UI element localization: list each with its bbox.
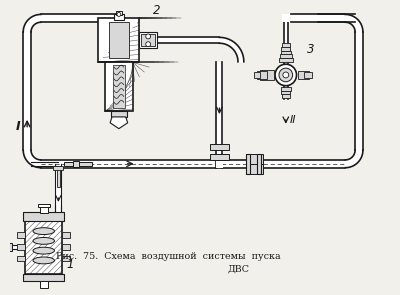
Bar	[109, 22, 129, 58]
Bar	[258, 71, 267, 79]
Ellipse shape	[33, 228, 54, 235]
Bar	[246, 164, 263, 173]
Bar	[17, 244, 25, 250]
Circle shape	[279, 68, 293, 82]
Text: ДВС: ДВС	[228, 265, 250, 274]
Bar	[105, 62, 132, 111]
Bar	[38, 204, 50, 207]
Bar	[57, 166, 60, 187]
Bar	[17, 232, 25, 238]
Text: 1: 1	[66, 258, 74, 271]
Bar	[282, 43, 290, 47]
Bar	[282, 94, 290, 98]
Bar	[25, 220, 62, 273]
Bar	[298, 71, 309, 79]
Polygon shape	[23, 150, 41, 168]
Bar	[64, 162, 92, 166]
Bar	[111, 111, 127, 117]
Bar	[4, 243, 12, 251]
Bar	[17, 255, 25, 261]
Text: 3: 3	[307, 42, 315, 55]
Bar	[54, 166, 63, 170]
Bar	[116, 11, 122, 15]
Polygon shape	[345, 14, 363, 32]
Bar	[114, 14, 124, 20]
Bar	[98, 18, 139, 62]
Bar	[258, 154, 261, 173]
Bar	[281, 87, 291, 91]
Bar	[280, 55, 292, 58]
Bar	[281, 50, 291, 55]
Bar	[210, 154, 229, 160]
Text: Рис.  75.  Схема  воздушной  системы  пуска: Рис. 75. Схема воздушной системы пуска	[56, 252, 281, 261]
Bar	[113, 65, 125, 108]
Bar	[62, 232, 70, 238]
Ellipse shape	[33, 247, 54, 254]
Bar	[141, 35, 155, 46]
Polygon shape	[220, 37, 244, 62]
Circle shape	[275, 64, 296, 86]
Bar	[62, 255, 70, 261]
Bar	[260, 70, 274, 80]
Bar	[73, 161, 79, 167]
Text: I: I	[16, 119, 20, 133]
Bar	[210, 144, 229, 150]
Circle shape	[146, 34, 151, 39]
Text: 2: 2	[153, 4, 160, 17]
Ellipse shape	[33, 237, 54, 244]
Bar	[282, 14, 290, 22]
Ellipse shape	[33, 257, 54, 264]
Bar	[40, 206, 48, 213]
Bar	[139, 32, 157, 48]
Bar	[23, 273, 64, 281]
Polygon shape	[23, 14, 41, 32]
Bar	[62, 244, 70, 250]
Circle shape	[146, 42, 151, 47]
Bar	[40, 281, 48, 288]
Bar	[282, 47, 290, 50]
Circle shape	[283, 72, 289, 78]
Polygon shape	[110, 117, 128, 129]
Bar	[304, 72, 312, 78]
Bar	[279, 58, 293, 62]
Bar	[246, 154, 263, 164]
Circle shape	[117, 12, 121, 17]
Bar	[216, 160, 223, 168]
Bar	[254, 72, 260, 78]
Bar	[246, 154, 250, 173]
Text: II: II	[290, 115, 296, 125]
Bar	[23, 212, 64, 221]
Polygon shape	[345, 150, 363, 168]
Bar	[282, 91, 290, 94]
